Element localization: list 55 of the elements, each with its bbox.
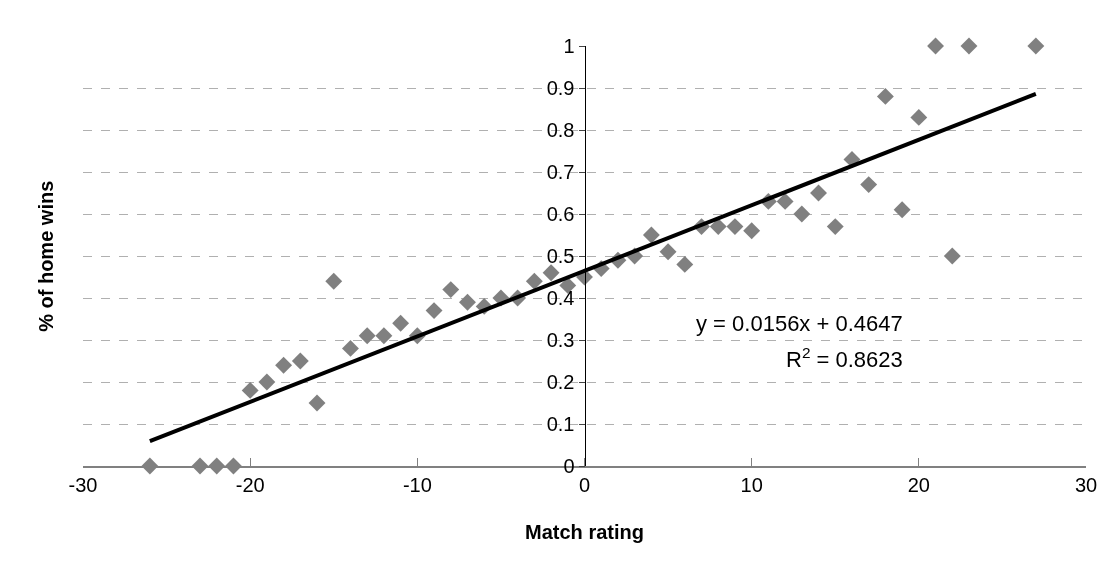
y-tick-label: 0.1 bbox=[546, 413, 575, 435]
point bbox=[860, 176, 878, 194]
point bbox=[425, 302, 443, 320]
point bbox=[726, 218, 744, 236]
point bbox=[358, 327, 376, 345]
point bbox=[910, 108, 928, 126]
annotation: y = 0.0156x + 0.4647 bbox=[696, 311, 903, 336]
point bbox=[826, 218, 844, 236]
y-tick-label: 0.2 bbox=[546, 371, 575, 393]
point bbox=[810, 184, 827, 202]
point bbox=[676, 255, 694, 273]
point bbox=[927, 37, 944, 55]
x-tick-label: -20 bbox=[235, 474, 265, 496]
point bbox=[392, 314, 410, 332]
point bbox=[442, 281, 460, 299]
x-tick-label: 20 bbox=[907, 474, 930, 496]
point bbox=[1027, 37, 1045, 55]
point bbox=[776, 192, 794, 210]
y-tick-label: 1 bbox=[563, 35, 575, 57]
x-axis-title: Match rating bbox=[525, 521, 644, 543]
point bbox=[659, 243, 677, 261]
y-tick-label: 0.8 bbox=[546, 119, 575, 141]
x-tick-label: 0 bbox=[578, 474, 591, 496]
x-tick-label: -30 bbox=[68, 474, 98, 496]
y-tick-label: 0.4 bbox=[546, 287, 575, 309]
x-tick-label: 30 bbox=[1074, 474, 1098, 496]
point bbox=[542, 264, 560, 282]
point bbox=[525, 272, 543, 290]
point bbox=[893, 201, 911, 219]
point bbox=[709, 218, 727, 236]
y-tick-label: 0.7 bbox=[546, 161, 575, 183]
point bbox=[642, 226, 660, 244]
y-tick-label: 0.6 bbox=[546, 203, 575, 225]
point bbox=[793, 205, 811, 223]
y-axis-title: % of home wins bbox=[34, 180, 57, 332]
y-tick-label: 0.5 bbox=[546, 245, 575, 267]
point bbox=[375, 327, 393, 345]
point bbox=[325, 272, 343, 290]
point bbox=[241, 381, 259, 399]
x-tick-label: -10 bbox=[402, 474, 432, 496]
point bbox=[876, 87, 894, 105]
point bbox=[960, 37, 978, 55]
point bbox=[308, 394, 326, 412]
annotation: R$^{2}$ = 0.8623 bbox=[786, 344, 903, 373]
point bbox=[258, 373, 276, 391]
point bbox=[943, 247, 961, 265]
y-tick-label: 0 bbox=[563, 455, 575, 477]
point bbox=[743, 222, 761, 240]
point bbox=[342, 339, 359, 357]
y-tick-label: 0.9 bbox=[546, 77, 575, 99]
point bbox=[459, 293, 476, 311]
point bbox=[291, 352, 309, 370]
y-tick-label: 0.3 bbox=[546, 329, 575, 351]
point bbox=[275, 356, 293, 374]
x-tick-label: 10 bbox=[740, 474, 763, 496]
